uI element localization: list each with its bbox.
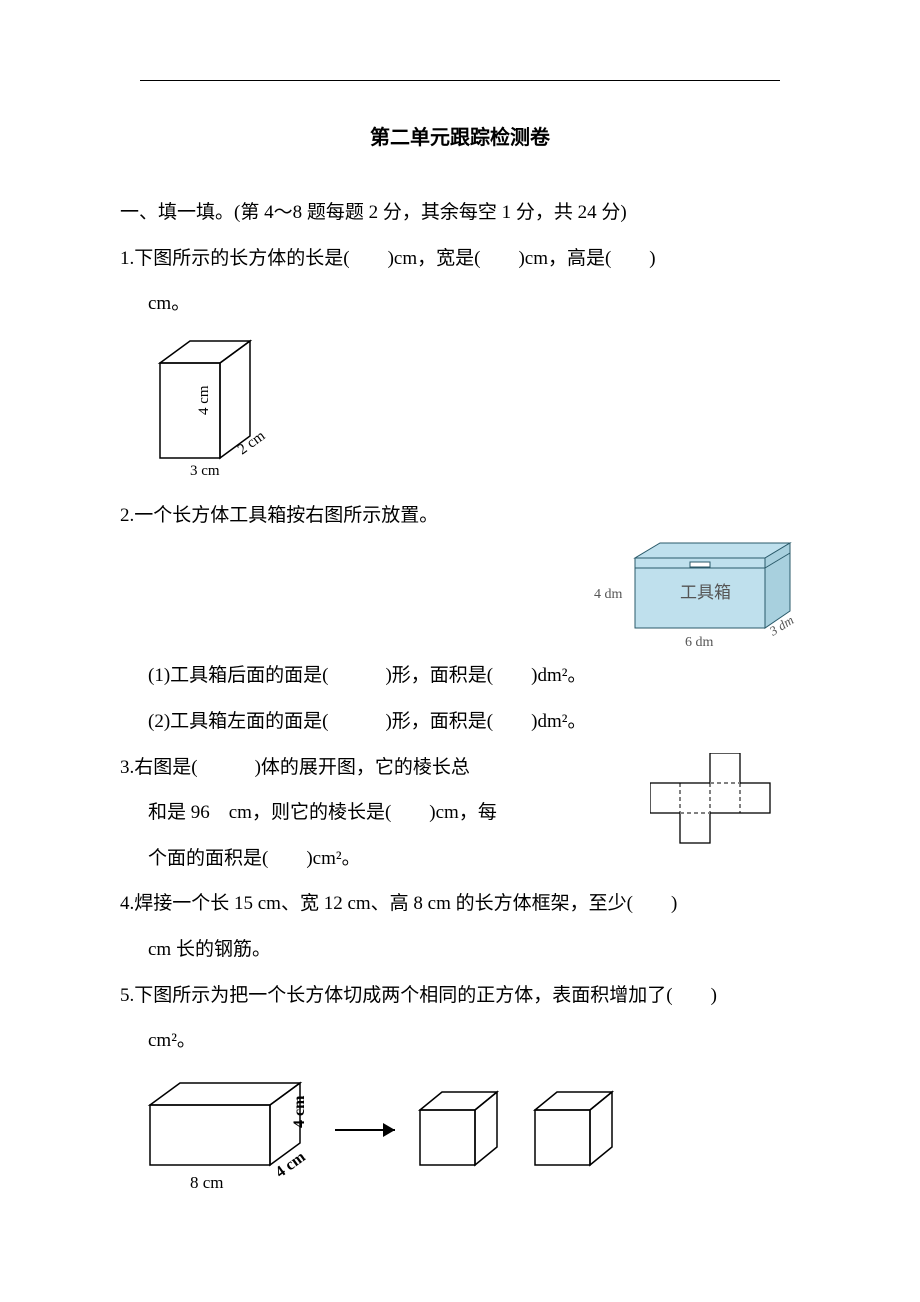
small-cube-2 <box>535 1092 612 1165</box>
q1-line2: cm。 <box>120 281 800 327</box>
cut-cuboid-figure: 8 cm 4 cm 4 cm <box>120 1070 640 1200</box>
q1-line1: 1.下图所示的长方体的长是( )cm，宽是( )cm，高是( ) <box>120 236 800 282</box>
q5-line2: cm²。 <box>120 1018 800 1064</box>
fig1-width-label: 2 cm <box>235 427 269 458</box>
page: 第二单元跟踪检测卷 一、填一填。(第 4～8 题每题 2 分，其余每空 1 分，… <box>0 0 920 1302</box>
q5-line1: 5.下图所示为把一个长方体切成两个相同的正方体，表面积增加了( ) <box>120 973 800 1019</box>
q2-sub2: (2)工具箱左面的面是( )形，面积是( )dm²。 <box>120 699 800 745</box>
q4-line1: 4.焊接一个长 15 cm、宽 12 cm、高 8 cm 的长方体框架，至少( … <box>120 881 800 927</box>
toolbox-figure: 工具箱 4 dm 6 dm 3 dm <box>590 538 800 653</box>
q2-row: 2.一个长方体工具箱按右图所示放置。 <box>120 493 800 539</box>
small-cube-1 <box>420 1092 497 1165</box>
q3-line3: 个面的面积是( )cm²。 <box>120 836 640 882</box>
fig1-length-label: 3 cm <box>190 463 220 479</box>
fig2-height-label: 4 dm <box>594 587 623 602</box>
fig5-width-label: 4 cm <box>272 1148 309 1181</box>
q3-line1: 3.右图是( )体的展开图，它的棱长总 <box>120 745 640 791</box>
fig5-height-label: 4 cm <box>291 1095 308 1128</box>
figure-5: 8 cm 4 cm 4 cm <box>120 1070 800 1200</box>
fig2-length-label: 6 dm <box>685 635 714 650</box>
page-title: 第二单元跟踪检测卷 <box>120 121 800 150</box>
section-heading: 一、填一填。(第 4～8 题每题 2 分，其余每空 1 分，共 24 分) <box>120 190 800 236</box>
arrow-icon <box>335 1123 395 1137</box>
q2-line1: 2.一个长方体工具箱按右图所示放置。 <box>120 493 800 539</box>
q3-line2: 和是 96 cm，则它的棱长是( )cm，每 <box>120 790 640 836</box>
top-rule <box>140 80 780 81</box>
cuboid-figure-1: 3 cm 2 cm 4 cm <box>120 333 300 483</box>
fig5-length-label: 8 cm <box>190 1173 224 1192</box>
toolbox-label: 工具箱 <box>680 583 731 602</box>
q4-line2: cm 长的钢筋。 <box>120 927 800 973</box>
big-cuboid: 8 cm 4 cm 4 cm <box>150 1083 309 1192</box>
cube-net-figure <box>650 753 800 873</box>
q3-row: 3.右图是( )体的展开图，它的棱长总 和是 96 cm，则它的棱长是( )cm… <box>120 745 800 882</box>
fig1-height-label: 4 cm <box>196 385 212 415</box>
q2-fig-row: 工具箱 4 dm 6 dm 3 dm <box>120 538 800 653</box>
figure-1: 3 cm 2 cm 4 cm <box>120 333 800 483</box>
q2-sub1: (1)工具箱后面的面是( )形，面积是( )dm²。 <box>120 653 800 699</box>
